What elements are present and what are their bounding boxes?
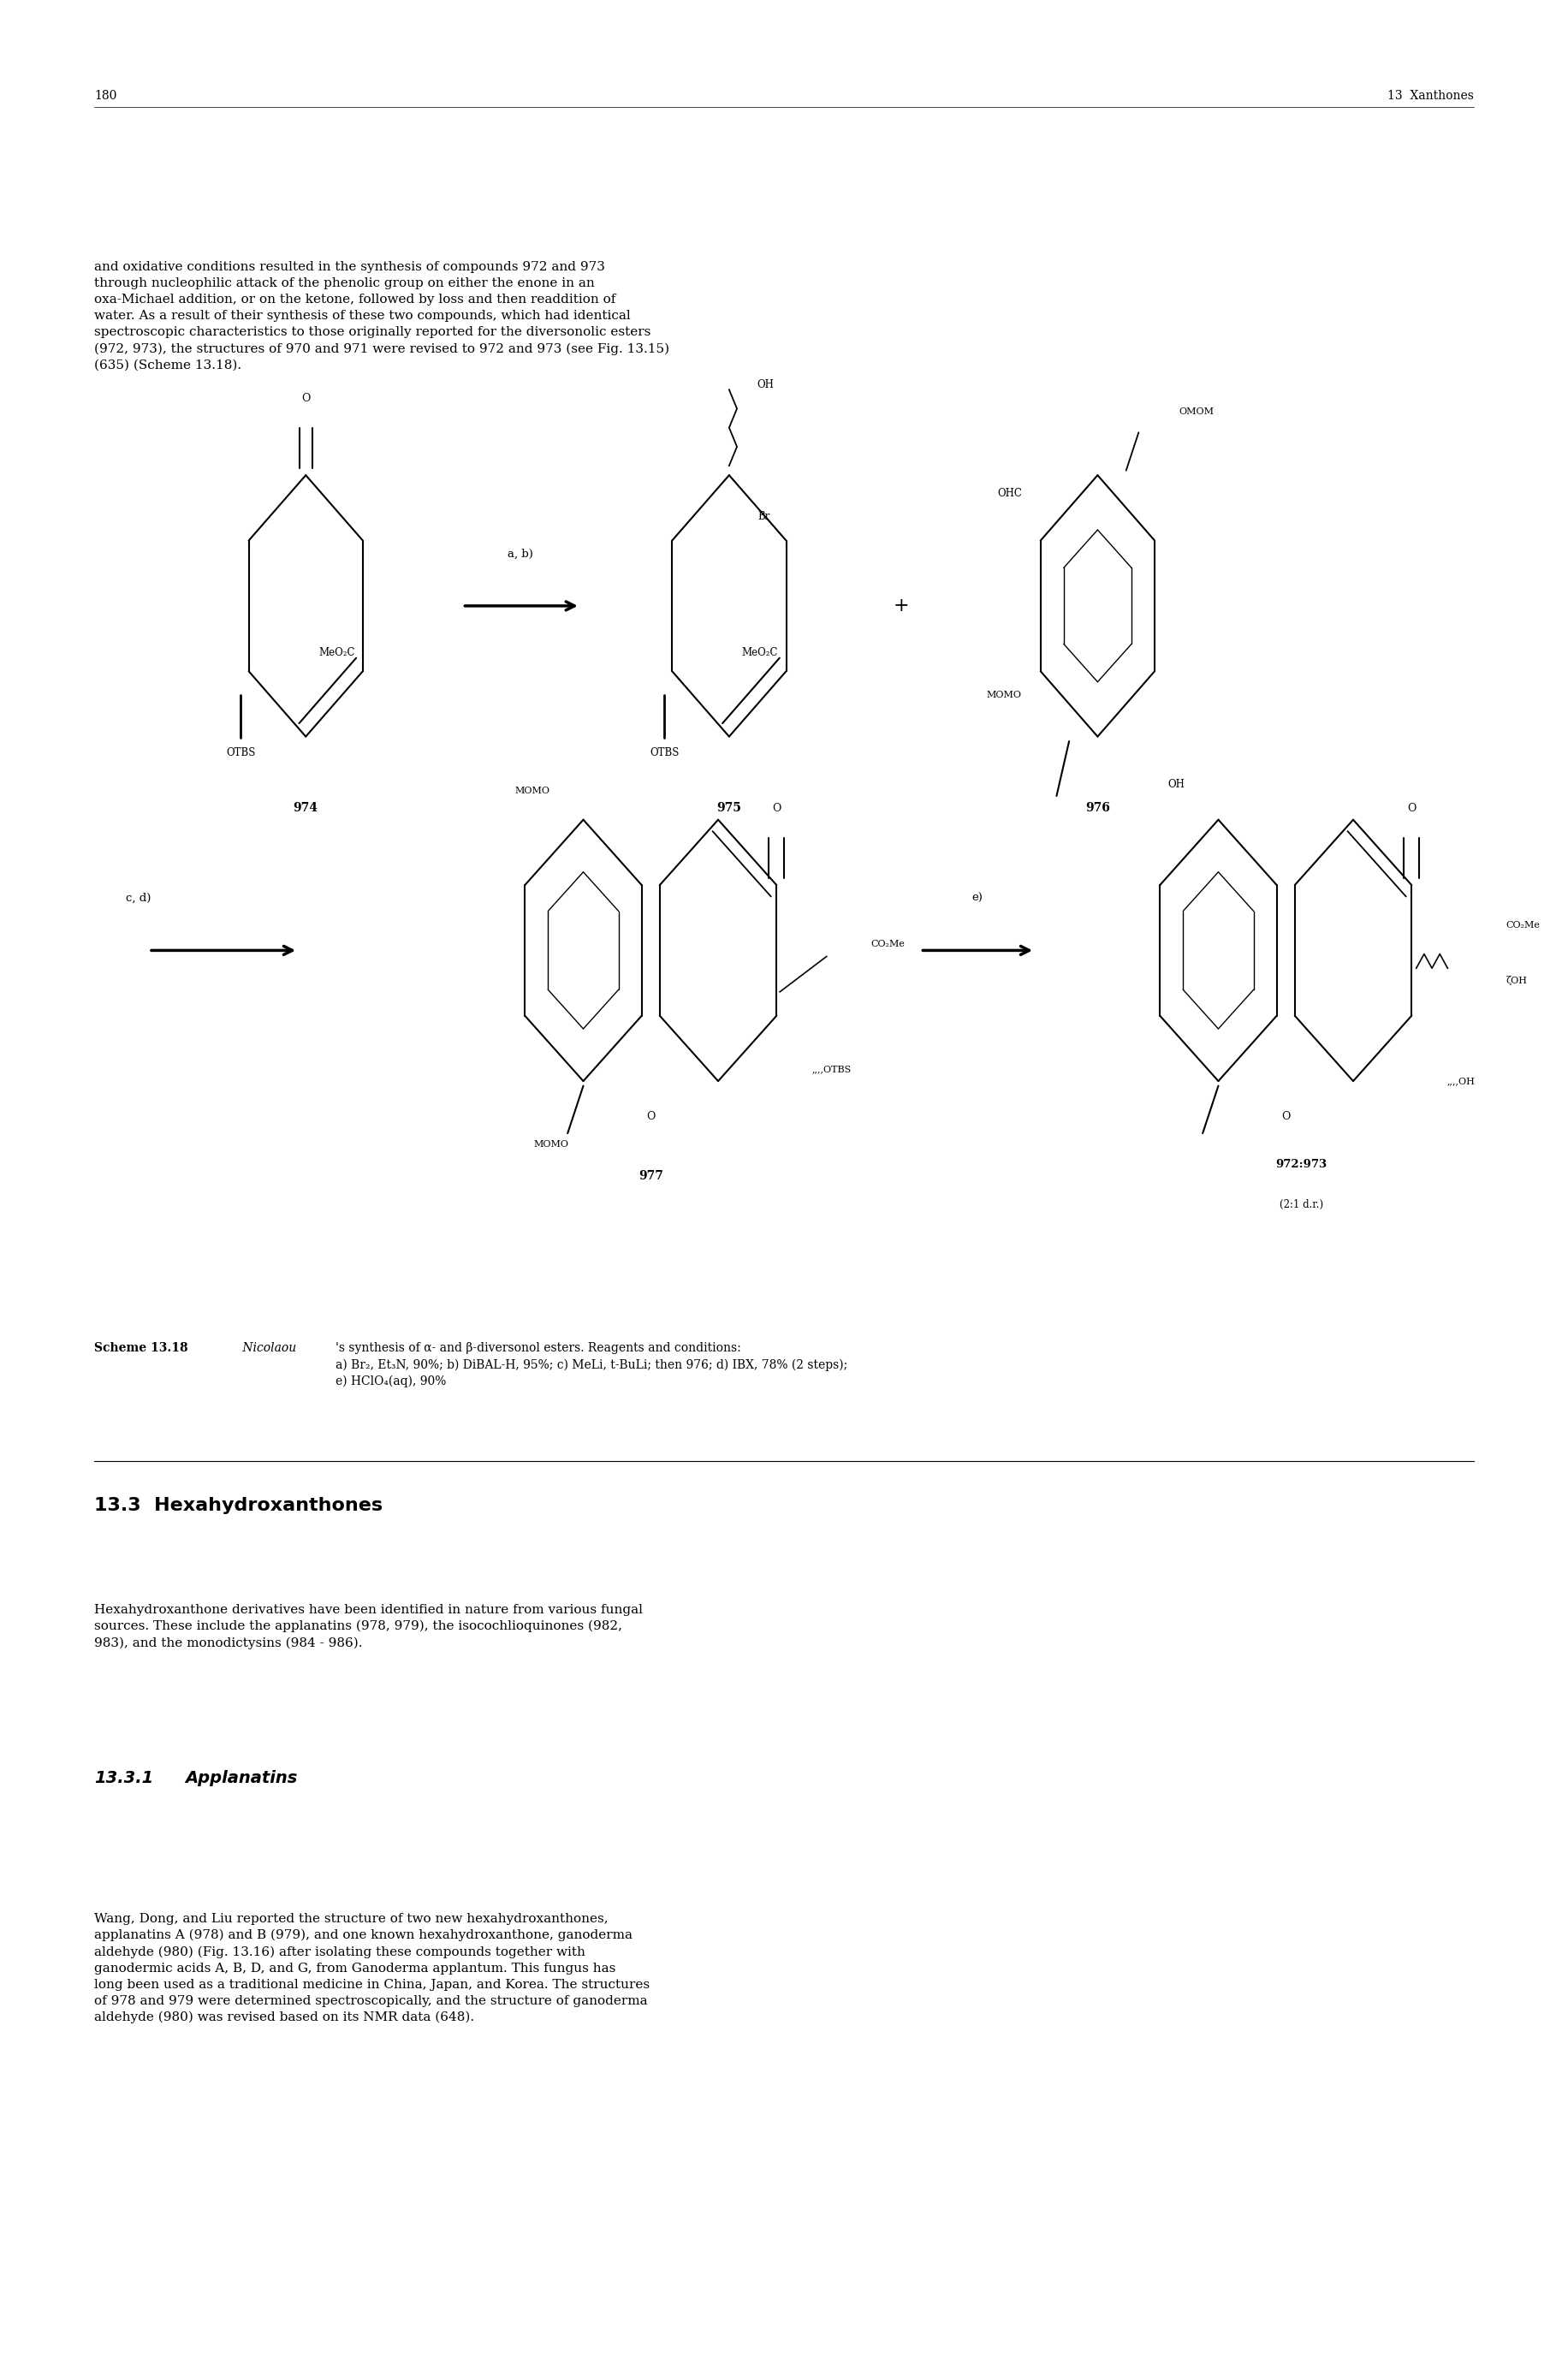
Text: OH: OH xyxy=(1168,779,1185,789)
Text: OHC: OHC xyxy=(997,487,1022,499)
Text: O: O xyxy=(646,1112,655,1121)
Text: OH: OH xyxy=(757,380,775,390)
Text: O: O xyxy=(771,803,781,813)
Text: MOMO: MOMO xyxy=(533,1140,569,1150)
Text: 977: 977 xyxy=(638,1169,663,1183)
Text: Scheme 13.18: Scheme 13.18 xyxy=(94,1342,188,1354)
Text: c, d): c, d) xyxy=(125,893,151,903)
Text: a, b): a, b) xyxy=(508,549,533,558)
Text: ,,,,OH: ,,,,OH xyxy=(1447,1076,1475,1086)
Text: O: O xyxy=(1406,803,1416,813)
Text: Br: Br xyxy=(759,511,770,523)
Text: ,,,,OTBS: ,,,,OTBS xyxy=(812,1064,851,1074)
Text: 976: 976 xyxy=(1085,801,1110,815)
Text: OTBS: OTBS xyxy=(649,746,679,758)
Text: +: + xyxy=(894,596,909,615)
Text: OMOM: OMOM xyxy=(1179,406,1214,416)
Text: 974: 974 xyxy=(293,801,318,815)
Text: Nicolaou: Nicolaou xyxy=(238,1342,296,1354)
Text: MeO₂C: MeO₂C xyxy=(742,646,778,658)
Text: e): e) xyxy=(971,893,983,903)
Text: MOMO: MOMO xyxy=(986,691,1022,699)
Text: Wang, Dong, and Liu reported the structure of two new hexahydroxanthones,
applan: Wang, Dong, and Liu reported the structu… xyxy=(94,1913,649,2024)
Text: 's synthesis of α- and β-diversonol esters. Reagents and conditions:
a) Br₂, Et₃: 's synthesis of α- and β-diversonol este… xyxy=(336,1342,848,1388)
Text: MeO₂C: MeO₂C xyxy=(318,646,354,658)
Text: O: O xyxy=(301,392,310,404)
Text: Hexahydroxanthone derivatives have been identified in nature from various fungal: Hexahydroxanthone derivatives have been … xyxy=(94,1604,643,1649)
Text: 972:973: 972:973 xyxy=(1276,1159,1327,1169)
Text: Applanatins: Applanatins xyxy=(185,1770,298,1787)
Text: O: O xyxy=(1281,1112,1290,1121)
Text: (2:1 d.r.): (2:1 d.r.) xyxy=(1279,1200,1323,1209)
Text: 180: 180 xyxy=(94,90,116,102)
Text: ζOH: ζOH xyxy=(1505,977,1527,984)
Text: CO₂Me: CO₂Me xyxy=(1505,922,1540,929)
Text: OTBS: OTBS xyxy=(226,746,256,758)
Text: 13.3  Hexahydroxanthones: 13.3 Hexahydroxanthones xyxy=(94,1497,383,1514)
Text: 13.3.1: 13.3.1 xyxy=(94,1770,154,1787)
Text: 975: 975 xyxy=(717,801,742,815)
Text: MOMO: MOMO xyxy=(514,786,550,796)
Text: 13  Xanthones: 13 Xanthones xyxy=(1388,90,1474,102)
Text: and oxidative conditions resulted in the synthesis of compounds 972 and 973
thro: and oxidative conditions resulted in the… xyxy=(94,261,670,371)
Text: CO₂Me: CO₂Me xyxy=(870,941,905,948)
